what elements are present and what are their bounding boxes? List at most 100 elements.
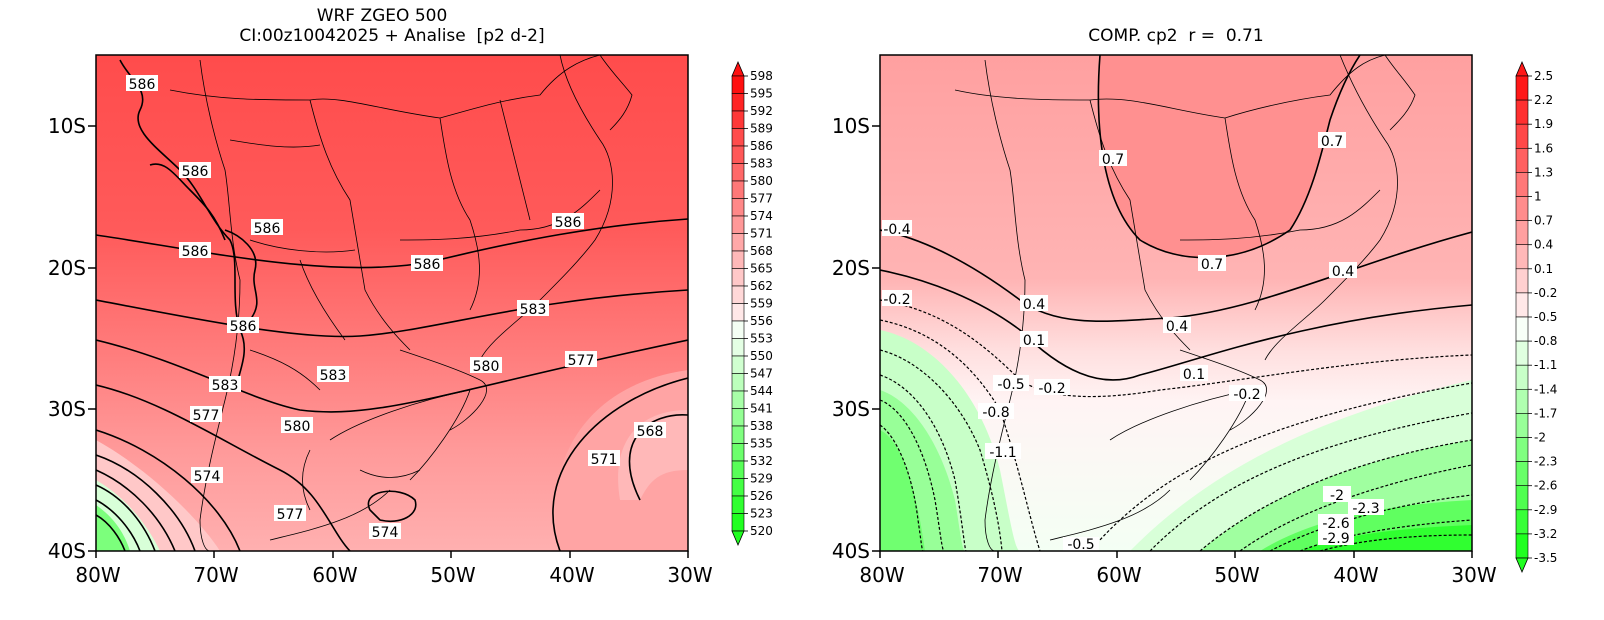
left-x-axis: 80W 70W 60W 50W 40W 30W bbox=[75, 551, 713, 587]
svg-text:-0.2: -0.2 bbox=[1038, 381, 1065, 397]
right-colorbar-segment bbox=[1515, 196, 1529, 221]
left-colorbar-label: 559 bbox=[750, 297, 773, 311]
svg-text:580: 580 bbox=[284, 419, 311, 435]
left-colorbar-label: 586 bbox=[750, 139, 773, 153]
right-colorbar-label: -2 bbox=[1534, 431, 1546, 445]
right-label-19: -2.9 bbox=[1318, 529, 1354, 547]
right-field: 0.7 0.7 0.7 -0.4 0.4 0.4 -0.2 0.4 0.1 0.… bbox=[880, 55, 1472, 553]
right-colorbar-segment bbox=[1515, 268, 1529, 294]
left-title-line2: CI:00z10042025 + Analise [p2 d-2] bbox=[239, 26, 544, 46]
left-colorbar-segment bbox=[731, 110, 745, 129]
right-ytick-20s: 20S bbox=[832, 256, 870, 280]
svg-text:577: 577 bbox=[277, 507, 304, 523]
right-label-8: 0.4 bbox=[1163, 317, 1191, 335]
right-colorbar-label: 1.9 bbox=[1534, 117, 1553, 131]
right-colorbar-label: -2.6 bbox=[1534, 479, 1557, 493]
svg-text:577: 577 bbox=[568, 353, 595, 369]
right-colorbar-segment bbox=[1515, 413, 1529, 438]
right-colorbar-segment bbox=[1515, 485, 1529, 511]
left-label-16: 574 bbox=[191, 467, 223, 485]
right-xtick-40w: 40W bbox=[1333, 563, 1378, 587]
left-colorbar-label: 541 bbox=[750, 402, 773, 416]
right-colorbar-label: -3.2 bbox=[1534, 527, 1557, 541]
right-contour-labels: 0.7 0.7 0.7 -0.4 0.4 0.4 -0.2 0.4 0.1 0.… bbox=[882, 132, 1384, 553]
left-label-1: 586 bbox=[126, 75, 158, 93]
right-label-9: 0.1 bbox=[1020, 331, 1048, 349]
left-field: 586 586 586 586 586 586 586 583 583 583 … bbox=[96, 55, 688, 551]
left-colorbar-segment bbox=[731, 320, 745, 339]
svg-text:0.4: 0.4 bbox=[1166, 319, 1188, 335]
svg-text:586: 586 bbox=[230, 319, 257, 335]
right-colorbar-segment bbox=[1515, 99, 1529, 125]
right-borders bbox=[954, 55, 1416, 551]
svg-text:-0.5: -0.5 bbox=[1067, 537, 1094, 553]
right-colorbar-label: -3.5 bbox=[1534, 551, 1557, 565]
right-title: COMP. cp2 r = 0.71 bbox=[1088, 26, 1263, 46]
right-colorbar-segment bbox=[1515, 533, 1529, 559]
left-label-2: 586 bbox=[179, 162, 211, 180]
left-colorbar-label: 532 bbox=[750, 454, 773, 468]
left-colorbar-label: 556 bbox=[750, 314, 773, 328]
left-title-line1: WRF ZGEO 500 bbox=[317, 6, 448, 26]
left-label-14: 577 bbox=[190, 406, 222, 424]
right-colorbar-segment bbox=[1515, 75, 1529, 101]
right-colorbar-label: -2.3 bbox=[1534, 455, 1557, 469]
left-map-frame bbox=[95, 54, 689, 552]
svg-text:0.7: 0.7 bbox=[1102, 152, 1124, 168]
left-colorbar-label: 592 bbox=[750, 104, 773, 118]
right-label-6: 0.4 bbox=[1020, 295, 1048, 313]
left-contour-labels: 586 586 586 586 586 586 586 583 583 583 … bbox=[126, 75, 666, 541]
svg-text:-2: -2 bbox=[1330, 488, 1344, 504]
left-xtick-70w: 70W bbox=[193, 563, 238, 587]
right-label-3: 0.7 bbox=[1198, 255, 1226, 273]
svg-text:0.7: 0.7 bbox=[1321, 134, 1343, 150]
left-colorbar-label: 589 bbox=[750, 122, 773, 136]
left-colorbar-segment bbox=[731, 460, 745, 479]
right-colorbar-segment bbox=[1515, 437, 1529, 462]
left-colorbar-label: 529 bbox=[750, 472, 773, 486]
left-colorbar-segment bbox=[731, 373, 745, 392]
left-colorbar-label: 595 bbox=[750, 87, 773, 101]
left-label-6: 586 bbox=[552, 213, 584, 231]
left-xtick-40w: 40W bbox=[549, 563, 594, 587]
right-xtick-50w: 50W bbox=[1214, 563, 1259, 587]
svg-text:583: 583 bbox=[212, 378, 239, 394]
right-colorbar-label: -0.8 bbox=[1534, 334, 1557, 348]
right-colorbar-segment bbox=[1515, 148, 1529, 173]
left-colorbar-segment bbox=[731, 198, 745, 217]
left-colorbar-segment bbox=[731, 355, 745, 374]
left-colorbar-label: 523 bbox=[750, 507, 773, 521]
right-colorbar-label: 0.1 bbox=[1534, 262, 1553, 276]
svg-text:-0.4: -0.4 bbox=[883, 222, 910, 238]
right-label-20: -0.5 bbox=[1063, 537, 1099, 553]
right-xtick-80w: 80W bbox=[859, 563, 904, 587]
right-ytick-30s: 30S bbox=[832, 397, 870, 421]
left-label-15: 577 bbox=[274, 505, 306, 523]
left-colorbar-segment bbox=[731, 338, 745, 357]
left-label-4: 586 bbox=[179, 242, 211, 260]
svg-text:580: 580 bbox=[473, 359, 500, 375]
left-colorbar-segment bbox=[731, 478, 745, 497]
right-label-10: 0.1 bbox=[1180, 365, 1208, 383]
right-contours-dashed bbox=[880, 299, 1472, 551]
left-colorbar-label: 526 bbox=[750, 489, 773, 503]
right-colorbar-label: 1.3 bbox=[1534, 165, 1553, 179]
svg-text:-1.1: -1.1 bbox=[989, 445, 1016, 461]
svg-text:-0.2: -0.2 bbox=[883, 292, 910, 308]
left-label-7: 586 bbox=[227, 317, 259, 335]
left-colorbar-segment bbox=[731, 285, 745, 304]
left-label-9: 583 bbox=[317, 366, 349, 384]
left-ytick-30s: 30S bbox=[48, 397, 86, 421]
left-colorbar-label: 544 bbox=[750, 384, 773, 398]
right-label-1: 0.7 bbox=[1099, 150, 1127, 168]
svg-text:586: 586 bbox=[129, 77, 156, 93]
left-colorbar-label: 574 bbox=[750, 209, 773, 223]
svg-text:577: 577 bbox=[193, 408, 220, 424]
svg-text:586: 586 bbox=[182, 164, 209, 180]
svg-text:583: 583 bbox=[320, 368, 347, 384]
svg-text:568: 568 bbox=[637, 424, 664, 440]
svg-text:-2.3: -2.3 bbox=[1352, 501, 1379, 517]
svg-text:586: 586 bbox=[182, 244, 209, 260]
left-colorbar-label: 568 bbox=[750, 244, 773, 258]
right-label-12: -0.2 bbox=[1034, 379, 1070, 397]
